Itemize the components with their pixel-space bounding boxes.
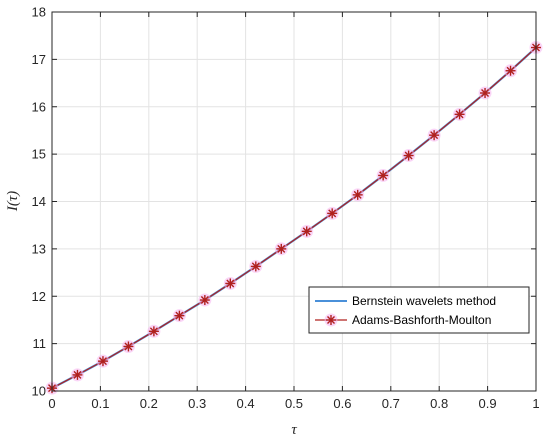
data-point-marker [198,293,212,307]
data-point-marker [402,149,416,163]
y-tick-label: 11 [33,336,47,351]
legend-box [308,286,530,334]
x-tick-label: 0.7 [382,396,400,411]
y-tick-label: 16 [32,99,46,114]
data-point-marker [478,86,492,100]
data-point-marker [427,128,441,142]
y-tick-label: 15 [32,147,46,162]
x-tick-label: 0 [48,396,55,411]
y-tick-label: 13 [32,241,46,256]
y-tick-label: 18 [32,5,46,20]
x-axis-label: τ [291,422,297,438]
legend-entry: Bernstein wavelets method [315,294,496,308]
axis-ticks: 0 0.1 0.2 0.3 0.4 0.5 0.6 0.7 0.8 0.9 1 10 11 12 13 14 1… [32,5,540,412]
data-point-marker [172,309,186,323]
data-point-marker [249,259,263,273]
data-point-marker [376,168,390,182]
legend: Bernstein wavelets method Adams-Bashforth… [308,286,530,334]
data-point-marker [300,224,314,238]
y-axis-label: I(τ) [5,191,21,212]
x-tick-label: 0.5 [285,396,303,411]
data-point-marker [274,242,288,256]
x-tick-label: 0.2 [140,396,158,411]
legend-marker [324,313,338,327]
data-point-marker [453,107,467,121]
legend-label: Bernstein wavelets method [352,294,496,308]
data-point-marker [96,354,110,368]
data-point-marker [325,206,339,220]
legend-label: Adams-Bashforth-Moulton [352,313,491,327]
legend-entry: Adams-Bashforth-Moulton [315,313,491,327]
x-tick-label: 0.1 [91,396,109,411]
data-point-marker [351,188,365,202]
data-point-marker [147,324,161,338]
data-point-marker [70,368,84,382]
x-tick-label: 0.4 [237,396,255,411]
x-tick-label: 0.8 [430,396,448,411]
x-tick-label: 1 [532,396,539,411]
data-point-marker [223,276,237,290]
y-tick-label: 14 [32,194,46,209]
y-tick-label: 12 [32,289,46,304]
x-tick-label: 0.3 [188,396,206,411]
x-tick-label: 0.9 [479,396,497,411]
y-tick-label: 10 [32,384,46,399]
data-point-marker [504,64,518,78]
x-tick-label: 0.6 [333,396,351,411]
data-point-marker [121,339,135,353]
y-tick-label: 17 [32,52,46,67]
